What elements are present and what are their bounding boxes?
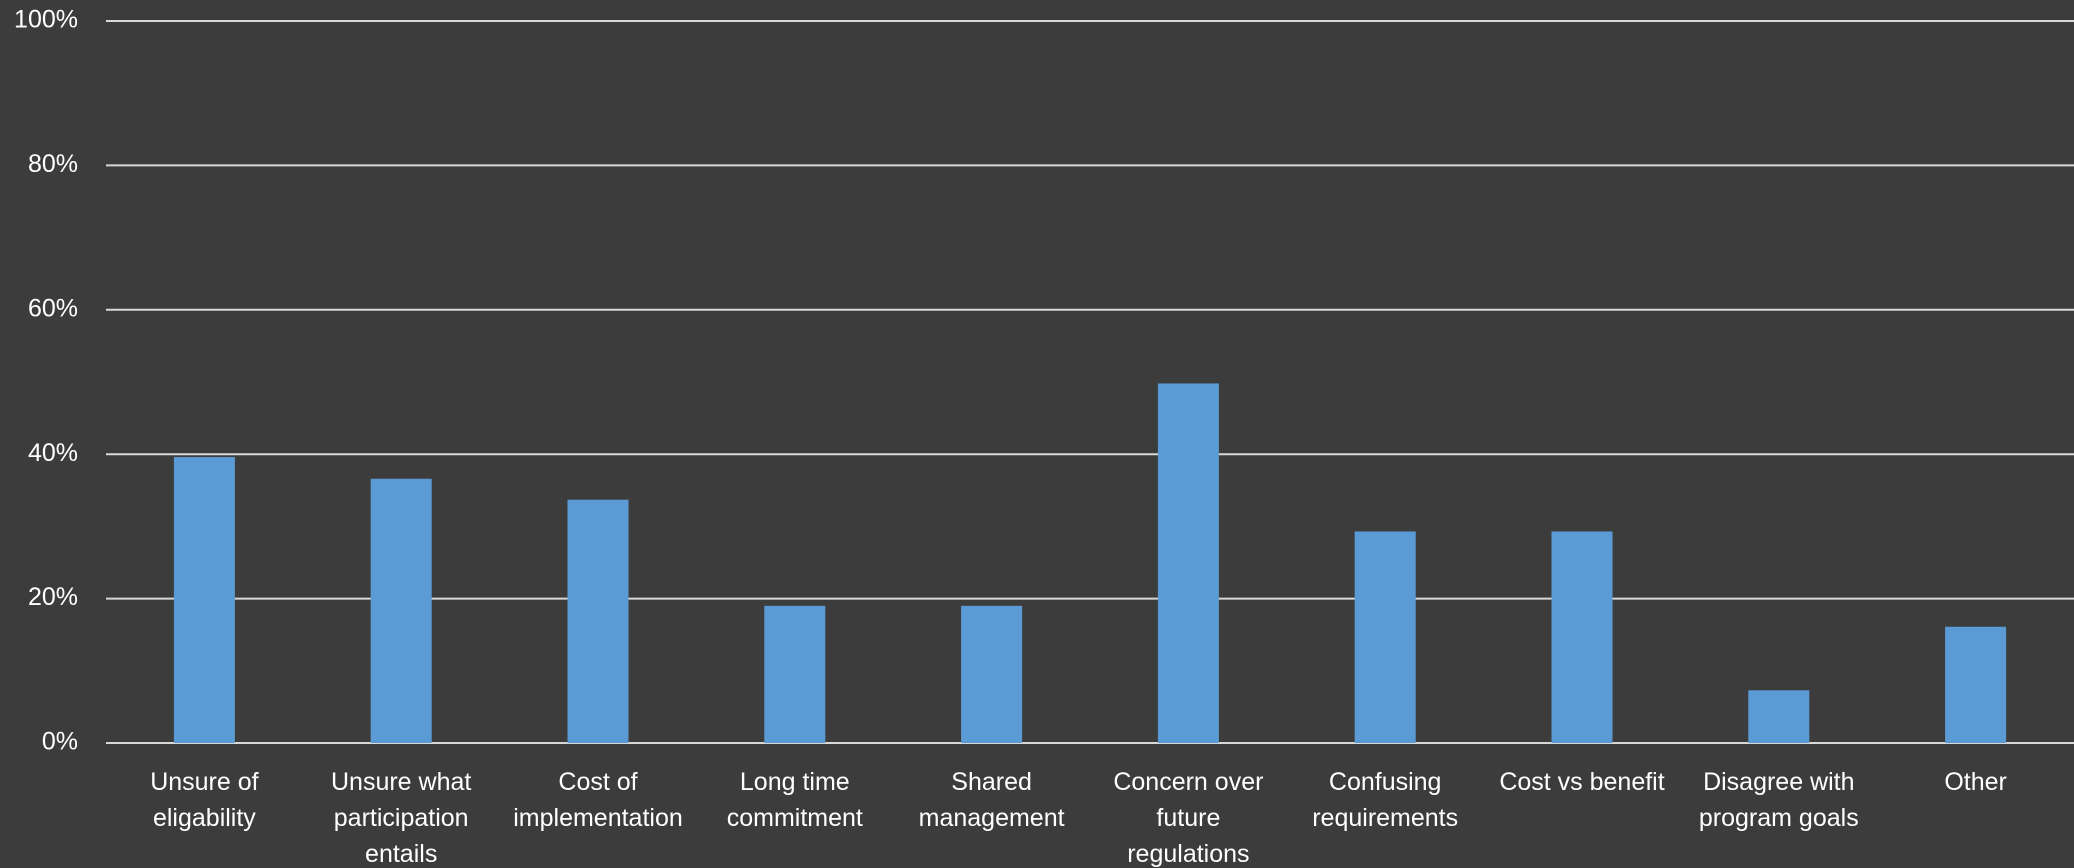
x-tick-label: Long time commitment bbox=[726, 768, 863, 832]
y-tick-label: 40% bbox=[28, 439, 78, 467]
x-tick-label: Disagree with program goals bbox=[1698, 768, 1859, 832]
bar bbox=[1748, 690, 1810, 743]
y-tick-label: 100% bbox=[14, 6, 78, 34]
bar bbox=[1157, 383, 1219, 743]
x-tick-label: Concern over future regulations bbox=[1113, 768, 1264, 868]
y-tick-label: 20% bbox=[28, 583, 78, 611]
x-tick-label: Unsure of eligability bbox=[150, 768, 259, 832]
y-tick-label: 60% bbox=[28, 294, 78, 322]
bar bbox=[1354, 531, 1416, 743]
x-tick-label: Cost vs benefit bbox=[1499, 768, 1665, 796]
bar bbox=[567, 499, 629, 743]
x-tick-label: Unsure what participation entails bbox=[331, 768, 472, 868]
bar bbox=[370, 478, 432, 743]
bar bbox=[961, 605, 1023, 743]
x-tick-label: Cost of implementation bbox=[513, 768, 683, 832]
bar bbox=[1945, 626, 2007, 743]
bar bbox=[173, 457, 235, 743]
x-tick-label: Confusing requirements bbox=[1312, 768, 1459, 832]
y-tick-label: 0% bbox=[42, 728, 78, 756]
x-tick-label: Other bbox=[1944, 768, 2007, 796]
y-tick-label: 80% bbox=[28, 150, 78, 178]
bar bbox=[764, 605, 826, 743]
bar bbox=[1551, 531, 1613, 743]
x-tick-label: Shared management bbox=[918, 768, 1065, 832]
